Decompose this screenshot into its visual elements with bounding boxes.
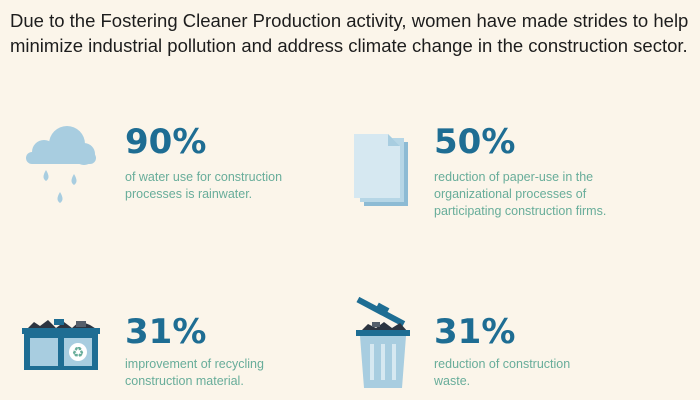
stat-value: 90% — [125, 122, 207, 162]
stat-description: reduction of construction waste. — [434, 357, 571, 388]
svg-text:♻: ♻ — [72, 345, 85, 361]
stat-value: 50% — [434, 122, 516, 162]
stat-value: 31% — [434, 312, 516, 352]
stat-description: reduction of paper-use in the organizati… — [434, 170, 607, 218]
stat-rainwater: 90% of water use for construction proces… — [26, 122, 283, 203]
stat-value: 31% — [125, 312, 207, 352]
paper-stack-icon — [354, 134, 408, 206]
headline: Due to the Fostering Cleaner Production … — [10, 10, 689, 56]
stat-paper: 50% reduction of paper-use in the organi… — [350, 0, 700, 400]
stat-description: improvement of recycling construction ma… — [125, 357, 264, 388]
stat-recycling: ♻ 31% improvement of recycling construct… — [22, 312, 264, 388]
stat-description: of water use for construction processes … — [125, 170, 283, 201]
stat-waste: 31% reduction of construction waste. — [350, 0, 700, 400]
rain-cloud-icon — [26, 126, 96, 203]
trash-bin-icon — [356, 296, 410, 388]
recycling-dumpster-icon: ♻ — [22, 319, 100, 370]
